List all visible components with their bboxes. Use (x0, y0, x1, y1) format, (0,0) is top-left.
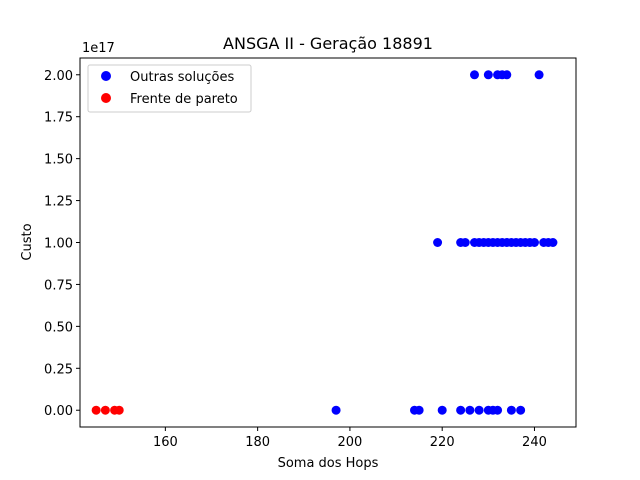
x-tick-label: 200 (338, 435, 363, 450)
point-outras-solucoes (516, 405, 526, 415)
y-tick-label: 2.00 (44, 69, 73, 84)
x-axis-ticks: 160 180 200 220 240 (153, 427, 547, 450)
point-outras-solucoes (483, 70, 493, 80)
x-tick-label: 180 (245, 435, 270, 450)
point-outras-solucoes (534, 70, 544, 80)
y-axis-ticks: 0.00 0.25 0.50 0.75 1.00 1.25 1.50 1.75 2.00 (44, 69, 80, 419)
y-tick-label: 1.25 (44, 195, 73, 210)
point-outras-solucoes (465, 405, 475, 415)
y-axis-title: Custo (20, 223, 35, 260)
legend-marker-pareto (101, 93, 111, 103)
point-frente-de-pareto (91, 405, 101, 415)
point-frente-de-pareto (100, 405, 110, 415)
point-outras-solucoes (529, 238, 539, 247)
y-tick-label: 0.00 (44, 404, 73, 419)
y-tick-label: 1.00 (44, 237, 73, 252)
legend-label-outras: Outras soluções (130, 70, 234, 85)
chart-title: ANSGA II - Geração 18891 (223, 34, 433, 53)
x-axis-title: Soma dos Hops (278, 456, 379, 471)
legend-label-pareto: Frente de pareto (130, 92, 238, 107)
point-outras-solucoes (456, 405, 466, 415)
legend-marker-outras (101, 71, 111, 81)
data-points (91, 70, 558, 415)
point-outras-solucoes (460, 238, 470, 247)
legend: Outras soluções Frente de pareto (87, 64, 252, 113)
point-outras-solucoes (493, 405, 503, 415)
point-outras-solucoes (506, 405, 516, 415)
y-tick-label: 0.50 (44, 320, 73, 335)
x-tick-label: 160 (153, 435, 178, 450)
point-outras-solucoes (433, 238, 443, 247)
y-tick-label: 1.50 (44, 153, 73, 168)
y-tick-label: 1.75 (44, 111, 73, 126)
point-outras-solucoes (502, 70, 512, 80)
point-outras-solucoes (469, 70, 479, 80)
y-tick-label: 0.25 (44, 362, 73, 377)
point-outras-solucoes (414, 405, 424, 415)
legend-box (87, 64, 252, 113)
x-tick-label: 220 (430, 435, 455, 450)
y-offset-label: 1e17 (82, 41, 115, 56)
y-tick-label: 0.75 (44, 278, 73, 293)
point-outras-solucoes (437, 405, 447, 415)
point-frente-de-pareto (114, 405, 124, 415)
point-outras-solucoes (548, 238, 558, 247)
x-tick-label: 240 (522, 435, 547, 450)
point-outras-solucoes (331, 405, 341, 415)
point-outras-solucoes (474, 405, 484, 415)
